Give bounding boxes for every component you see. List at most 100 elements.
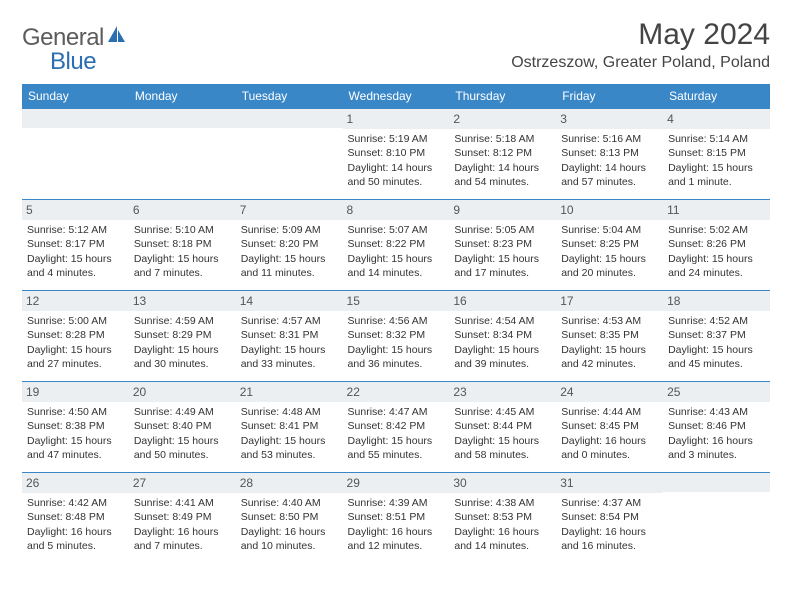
calendar-week-row: 19 Sunrise: 4:50 AMSunset: 8:38 PM Dayligh… <box>22 382 770 473</box>
sunset-line: Sunset: 8:26 PM <box>668 237 765 251</box>
daylight-line: Daylight: 15 hours and 14 minutes. <box>348 252 445 280</box>
calendar-week-row: 26Sunrise: 4:42 AMSunset: 8:48 PMDayligh… <box>22 473 770 564</box>
day-number: 26 <box>22 473 129 493</box>
daylight-line: Daylight: 15 hours and 39 minutes. <box>454 343 551 371</box>
daylight-line: Daylight: 15 hours and 58 minutes. <box>454 434 551 462</box>
sunset-line: Sunset: 8:35 PM <box>561 328 658 342</box>
day-number: 29 <box>343 473 450 493</box>
daylight-line: Daylight: 16 hours and 7 minutes. <box>134 525 231 553</box>
day-number: 9 <box>449 200 556 220</box>
sunset-line: Sunset: 8:10 PM <box>348 146 445 160</box>
daylight-line: Daylight: 16 hours and 16 minutes. <box>561 525 658 553</box>
sunset-line: Sunset: 8:31 PM <box>241 328 338 342</box>
day-cell: 4Sunrise: 5:14 AMSunset: 8:15 PMDaylight… <box>663 109 770 200</box>
sunrise-line: Sunrise: 4:50 AM <box>27 405 124 419</box>
daylight-line: Daylight: 16 hours and 10 minutes. <box>241 525 338 553</box>
day-number: 10 <box>556 200 663 220</box>
sunset-line: Sunset: 8:37 PM <box>668 328 765 342</box>
sunset-line: Sunset: 8:17 PM <box>27 237 124 251</box>
day-header-row: SundayMondayTuesdayWednesdayThursdayFrid… <box>22 84 770 109</box>
day-cell: 25Sunrise: 4:43 AMSunset: 8:46 PMDayligh… <box>663 382 770 473</box>
day-cell: 15Sunrise: 4:56 AMSunset: 8:32 PMDayligh… <box>343 291 450 382</box>
daylight-line: Daylight: 15 hours and 11 minutes. <box>241 252 338 280</box>
daylight-line: Daylight: 15 hours and 33 minutes. <box>241 343 338 371</box>
sunset-line: Sunset: 8:38 PM <box>27 419 124 433</box>
sunset-line: Sunset: 8:22 PM <box>348 237 445 251</box>
sunrise-line: Sunrise: 4:48 AM <box>241 405 338 419</box>
day-cell: 27Sunrise: 4:41 AMSunset: 8:49 PMDayligh… <box>129 473 236 564</box>
daylight-line: Daylight: 15 hours and 1 minute. <box>668 161 765 189</box>
day-cell: 6Sunrise: 5:10 AMSunset: 8:18 PMDaylight… <box>129 200 236 291</box>
sunset-line: Sunset: 8:32 PM <box>348 328 445 342</box>
day-cell: 2Sunrise: 5:18 AMSunset: 8:12 PMDaylight… <box>449 109 556 200</box>
day-number: 8 <box>343 200 450 220</box>
daylight-line: Daylight: 15 hours and 53 minutes. <box>241 434 338 462</box>
day-number: 28 <box>236 473 343 493</box>
daylight-line: Daylight: 15 hours and 17 minutes. <box>454 252 551 280</box>
day-cell: 13Sunrise: 4:59 AMSunset: 8:29 PMDayligh… <box>129 291 236 382</box>
sunset-line: Sunset: 8:28 PM <box>27 328 124 342</box>
day-number: 21 <box>236 382 343 402</box>
empty-day-number <box>236 109 343 128</box>
sunrise-line: Sunrise: 4:44 AM <box>561 405 658 419</box>
day-number: 24 <box>556 382 663 402</box>
sunset-line: Sunset: 8:12 PM <box>454 146 551 160</box>
sunset-line: Sunset: 8:46 PM <box>668 419 765 433</box>
daylight-line: Daylight: 14 hours and 50 minutes. <box>348 161 445 189</box>
day-cell: 11Sunrise: 5:02 AMSunset: 8:26 PMDayligh… <box>663 200 770 291</box>
day-number: 23 <box>449 382 556 402</box>
day-cell: 3Sunrise: 5:16 AMSunset: 8:13 PMDaylight… <box>556 109 663 200</box>
daylight-line: Daylight: 15 hours and 4 minutes. <box>27 252 124 280</box>
sunset-line: Sunset: 8:53 PM <box>454 510 551 524</box>
sunrise-line: Sunrise: 5:05 AM <box>454 223 551 237</box>
day-number: 7 <box>236 200 343 220</box>
sunrise-line: Sunrise: 5:00 AM <box>27 314 124 328</box>
daylight-line: Daylight: 16 hours and 14 minutes. <box>454 525 551 553</box>
day-number: 14 <box>236 291 343 311</box>
day-cell: 16Sunrise: 4:54 AMSunset: 8:34 PMDayligh… <box>449 291 556 382</box>
day-cell: 18Sunrise: 4:52 AMSunset: 8:37 PMDayligh… <box>663 291 770 382</box>
empty-day-number <box>129 109 236 128</box>
day-cell: 5Sunrise: 5:12 AMSunset: 8:17 PMDaylight… <box>22 200 129 291</box>
day-number: 18 <box>663 291 770 311</box>
daylight-line: Daylight: 15 hours and 27 minutes. <box>27 343 124 371</box>
sunset-line: Sunset: 8:40 PM <box>134 419 231 433</box>
daylight-line: Daylight: 14 hours and 57 minutes. <box>561 161 658 189</box>
day-cell: 22Sunrise: 4:47 AMSunset: 8:42 PMDayligh… <box>343 382 450 473</box>
day-number: 19 <box>22 382 129 402</box>
sunrise-line: Sunrise: 4:38 AM <box>454 496 551 510</box>
day-cell: 28Sunrise: 4:40 AMSunset: 8:50 PMDayligh… <box>236 473 343 564</box>
sunset-line: Sunset: 8:54 PM <box>561 510 658 524</box>
day-cell: 20Sunrise: 4:49 AMSunset: 8:40 PMDayligh… <box>129 382 236 473</box>
day-cell: 24Sunrise: 4:44 AMSunset: 8:45 PMDayligh… <box>556 382 663 473</box>
day-cell: 9Sunrise: 5:05 AMSunset: 8:23 PMDaylight… <box>449 200 556 291</box>
sunrise-line: Sunrise: 4:39 AM <box>348 496 445 510</box>
day-number: 31 <box>556 473 663 493</box>
day-header-tuesday: Tuesday <box>236 84 343 109</box>
day-number: 16 <box>449 291 556 311</box>
daylight-line: Daylight: 15 hours and 30 minutes. <box>134 343 231 371</box>
day-header-wednesday: Wednesday <box>343 84 450 109</box>
day-number: 17 <box>556 291 663 311</box>
day-cell: 30Sunrise: 4:38 AMSunset: 8:53 PMDayligh… <box>449 473 556 564</box>
day-header-monday: Monday <box>129 84 236 109</box>
day-number: 4 <box>663 109 770 129</box>
day-cell <box>129 109 236 200</box>
daylight-line: Daylight: 16 hours and 12 minutes. <box>348 525 445 553</box>
day-cell: 26Sunrise: 4:42 AMSunset: 8:48 PMDayligh… <box>22 473 129 564</box>
sunrise-line: Sunrise: 5:12 AM <box>27 223 124 237</box>
sunset-line: Sunset: 8:44 PM <box>454 419 551 433</box>
sunset-line: Sunset: 8:41 PM <box>241 419 338 433</box>
sunrise-line: Sunrise: 4:49 AM <box>134 405 231 419</box>
day-cell: 8Sunrise: 5:07 AMSunset: 8:22 PMDaylight… <box>343 200 450 291</box>
day-number: 11 <box>663 200 770 220</box>
sunrise-line: Sunrise: 5:14 AM <box>668 132 765 146</box>
day-cell: 23Sunrise: 4:45 AMSunset: 8:44 PMDayligh… <box>449 382 556 473</box>
calendar-table: SundayMondayTuesdayWednesdayThursdayFrid… <box>22 84 770 564</box>
day-number: 22 <box>343 382 450 402</box>
sunset-line: Sunset: 8:18 PM <box>134 237 231 251</box>
sunset-line: Sunset: 8:25 PM <box>561 237 658 251</box>
day-number: 12 <box>22 291 129 311</box>
sunrise-line: Sunrise: 4:43 AM <box>668 405 765 419</box>
calendar-week-row: 12Sunrise: 5:00 AMSunset: 8:28 PMDayligh… <box>22 291 770 382</box>
